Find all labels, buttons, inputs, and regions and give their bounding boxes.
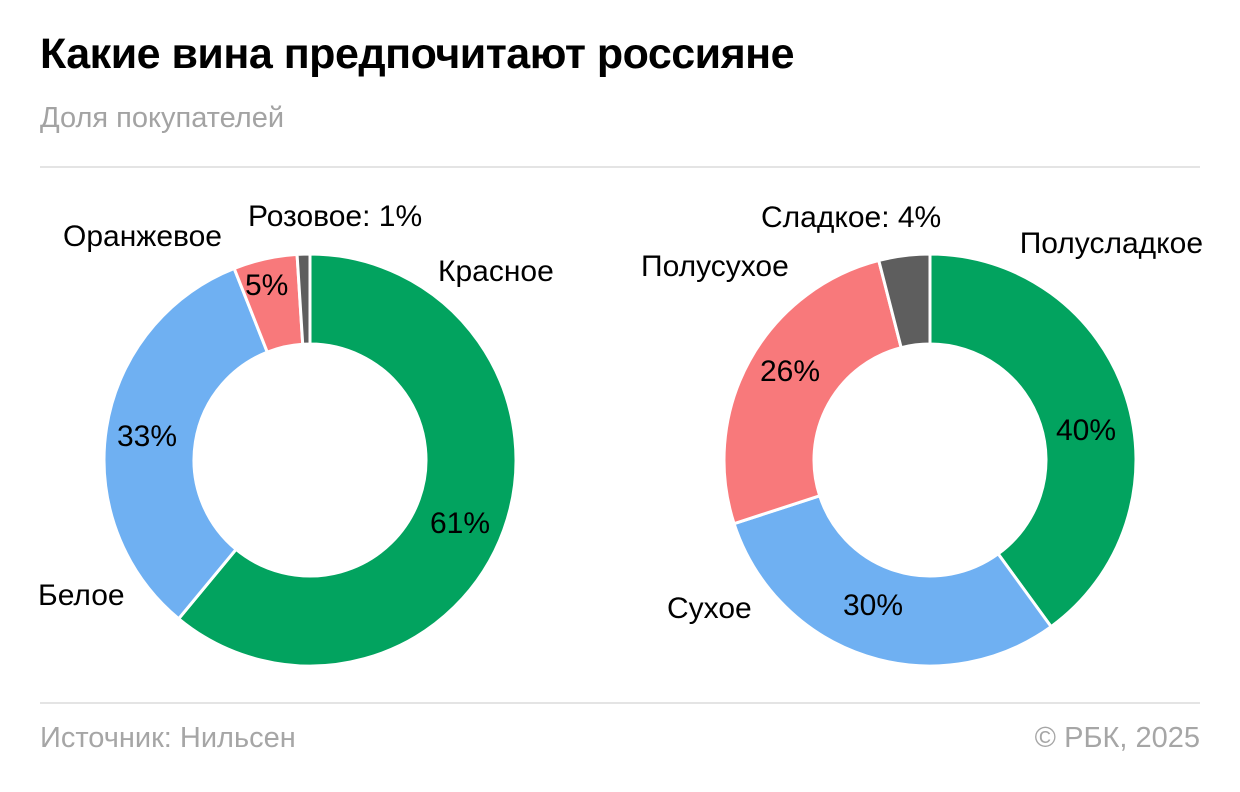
value-label-dry: 30% xyxy=(843,589,904,622)
donut-slice-Белое xyxy=(102,266,270,621)
slice-callout-rose: Розовое: 1% xyxy=(248,200,423,233)
value-label-white: 33% xyxy=(117,420,178,453)
slice-callout-sweet: Сладкое: 4% xyxy=(761,201,942,234)
value-label-semi-sweet: 40% xyxy=(1056,414,1117,447)
donut-slice-Сухое xyxy=(732,493,1054,668)
donut-slice-Полусухое xyxy=(722,258,903,526)
divider-top xyxy=(40,166,1200,168)
donut-slice-Сладкое xyxy=(876,252,932,350)
donut-slice-Полусладкое xyxy=(928,252,1138,629)
slice-label-white: Белое xyxy=(38,579,125,612)
value-label-red: 61% xyxy=(430,507,491,540)
slice-label-red: Красное xyxy=(438,255,554,288)
divider-bottom xyxy=(40,702,1200,704)
slice-label-orange: Оранжевое xyxy=(63,220,222,253)
page-title: Какие вина предпочитают россияне xyxy=(40,30,795,78)
slice-label-dry: Сухое xyxy=(667,592,752,625)
slice-label-semi-sweet: Полусладкое xyxy=(1019,227,1203,260)
donut-slice-Красное xyxy=(176,252,518,668)
slice-label-semi-dry: Полусухое xyxy=(641,250,789,283)
value-label-orange: 5% xyxy=(245,269,289,302)
value-label-semi-dry: 26% xyxy=(760,355,821,388)
copyright-note: © РБК, 2025 xyxy=(1034,722,1200,754)
donut-slice-Розовое xyxy=(295,252,312,346)
source-note: Источник: Нильсен xyxy=(40,722,296,754)
page-subtitle: Доля покупателей xyxy=(40,102,285,134)
